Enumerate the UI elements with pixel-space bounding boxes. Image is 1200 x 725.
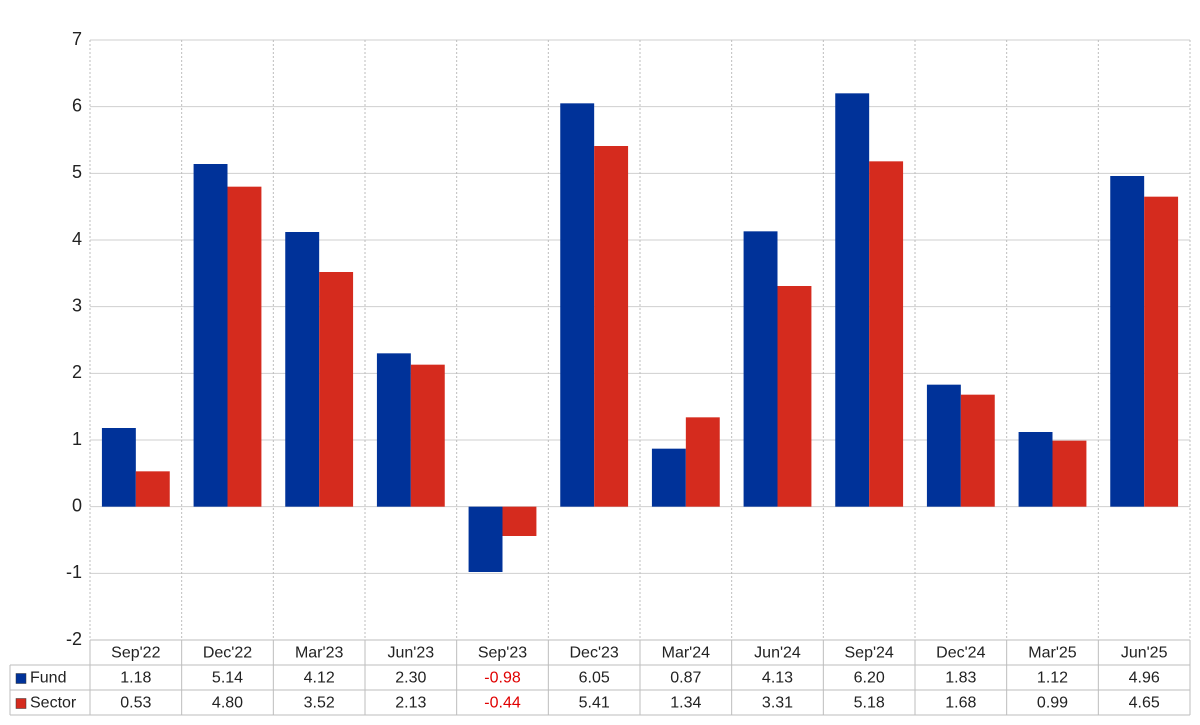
bar (227, 186, 262, 507)
bar (319, 272, 354, 507)
x-tick-label: Sep'23 (478, 645, 527, 662)
table-value: 3.52 (304, 695, 335, 712)
x-tick-label: Jun'25 (1121, 645, 1168, 662)
table-value: 4.13 (762, 670, 793, 687)
table-value: 1.83 (945, 670, 976, 687)
table-value: 4.12 (304, 670, 335, 687)
table-value: 2.13 (395, 695, 426, 712)
bar (685, 417, 720, 507)
table-value: 4.96 (1129, 670, 1160, 687)
legend-label: Sector (30, 695, 77, 712)
bar (835, 93, 870, 507)
y-tick-label: 7 (72, 29, 82, 49)
table-value: 1.18 (120, 670, 151, 687)
x-tick-label: Mar'23 (295, 645, 344, 662)
bar (502, 506, 537, 536)
table-value: 6.05 (579, 670, 610, 687)
x-tick-label: Dec'23 (570, 645, 619, 662)
bar (1144, 196, 1179, 507)
table-value: 6.20 (854, 670, 885, 687)
bar (285, 232, 320, 507)
table-value: 0.53 (120, 695, 151, 712)
x-tick-label: Mar'24 (662, 645, 711, 662)
y-tick-label: 3 (72, 295, 82, 315)
table-value: 5.41 (579, 695, 610, 712)
x-tick-label: Jun'24 (754, 645, 801, 662)
bar (560, 103, 595, 507)
x-tick-label: Dec'24 (936, 645, 985, 662)
bar (193, 164, 228, 507)
y-tick-label: 0 (72, 495, 82, 515)
x-tick-label: Sep'24 (845, 645, 894, 662)
table-value: 5.18 (854, 695, 885, 712)
y-tick-label: -1 (66, 562, 82, 582)
legend-swatch (15, 698, 27, 709)
bar (777, 286, 812, 507)
y-tick-label: -2 (66, 629, 82, 649)
table-value: 1.68 (945, 695, 976, 712)
bar (960, 394, 995, 507)
bar (1052, 440, 1087, 507)
table-value: 4.80 (212, 695, 243, 712)
y-tick-label: 2 (72, 362, 82, 382)
table-value: 5.14 (212, 670, 243, 687)
table-value: -0.44 (484, 695, 521, 712)
y-tick-label: 5 (72, 162, 82, 182)
table-value: -0.98 (484, 670, 521, 687)
x-tick-label: Dec'22 (203, 645, 252, 662)
table-value: 2.30 (395, 670, 426, 687)
table-value: 1.12 (1037, 670, 1068, 687)
bar (926, 384, 961, 507)
x-tick-label: Jun'23 (388, 645, 435, 662)
bar (376, 353, 411, 507)
table-value: 0.87 (670, 670, 701, 687)
bar (743, 231, 778, 507)
y-tick-label: 4 (72, 229, 82, 249)
bar (1018, 432, 1053, 507)
table-value: 0.99 (1037, 695, 1068, 712)
bar (101, 428, 136, 507)
bar (869, 161, 904, 507)
bar (468, 506, 503, 572)
table-value: 4.65 (1129, 695, 1160, 712)
legend-swatch (15, 673, 27, 684)
bar (410, 364, 445, 507)
table-value: 1.34 (670, 695, 701, 712)
legend-label: Fund (30, 670, 66, 687)
bar (651, 448, 686, 507)
bar (135, 471, 170, 507)
y-tick-label: 6 (72, 95, 82, 115)
bar (1110, 176, 1145, 507)
bar (594, 146, 629, 507)
y-tick-label: 1 (72, 429, 82, 449)
table-value: 3.31 (762, 695, 793, 712)
x-tick-label: Mar'25 (1028, 645, 1077, 662)
x-tick-label: Sep'22 (111, 645, 160, 662)
